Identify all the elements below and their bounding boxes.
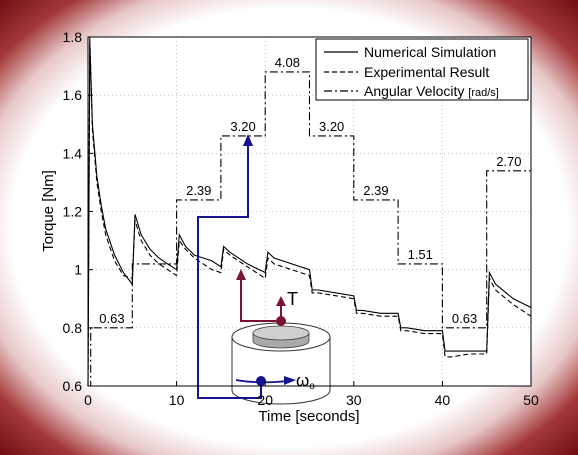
omega-arrowhead-icon [284, 376, 296, 385]
x-tick-label: 50 [523, 392, 539, 408]
y-tick-label: 1.2 [63, 204, 83, 220]
torque-dot [276, 316, 286, 326]
axis-ticks: 0 10 20 30 40 50 0.6 0.8 1 1.2 1.4 1.6 1.8 [63, 29, 539, 408]
step-labels: 0.63 2.39 3.20 4.08 3.20 2.39 1.51 0.63 2.70 [98, 53, 523, 327]
x-tick-label: 0 [84, 392, 92, 408]
cylinder-body [231, 337, 331, 405]
y-tick-label: 0.8 [63, 320, 83, 336]
torque-pointer-arrowhead-icon [236, 269, 246, 280]
x-tick-label: 20 [257, 392, 273, 408]
x-axis-label: Time [seconds] [258, 408, 359, 425]
y-tick-label: 1 [74, 262, 82, 278]
series-line-2 [88, 71, 531, 387]
y-tick-label: 1.4 [63, 145, 83, 161]
omega-pointer-line [197, 144, 262, 399]
legend-label-angular: Angular Velocity [rad/s] [364, 83, 499, 99]
y-tick-label: 0.6 [63, 378, 83, 394]
x-tick-label: 10 [169, 392, 185, 408]
inset-diagram: T ωo [197, 134, 331, 405]
step-label: 2.39 [186, 183, 211, 198]
y-tick-label: 1.6 [63, 87, 83, 103]
torque-pointer-line [240, 276, 276, 322]
shaft-top [252, 325, 310, 341]
step-label: 3.20 [319, 119, 344, 134]
y-tick-label: 1.8 [63, 29, 83, 45]
y-axis-label: Torque [Nm] [40, 170, 57, 252]
step-label: 2.39 [363, 183, 388, 198]
step-label: 4.08 [275, 55, 300, 70]
legend-label-numerical: Numerical Simulation [364, 44, 496, 60]
step-label: 3.20 [230, 119, 255, 134]
x-tick-label: 30 [346, 392, 362, 408]
legend: Numerical Simulation Experimental Result… [315, 38, 529, 101]
torque-symbol: T [287, 289, 298, 309]
step-label: 0.63 [99, 311, 124, 326]
x-tick-label: 40 [435, 392, 451, 408]
torque-arrowhead-icon [276, 296, 286, 306]
legend-label-experimental: Experimental Result [364, 64, 489, 80]
series-layer [87, 36, 532, 387]
step-label: 1.51 [408, 247, 433, 262]
step-label: 0.63 [452, 311, 477, 326]
step-label: 2.70 [496, 154, 521, 169]
omega-pointer-arrowhead-icon [243, 134, 253, 146]
legend-box [315, 38, 529, 101]
